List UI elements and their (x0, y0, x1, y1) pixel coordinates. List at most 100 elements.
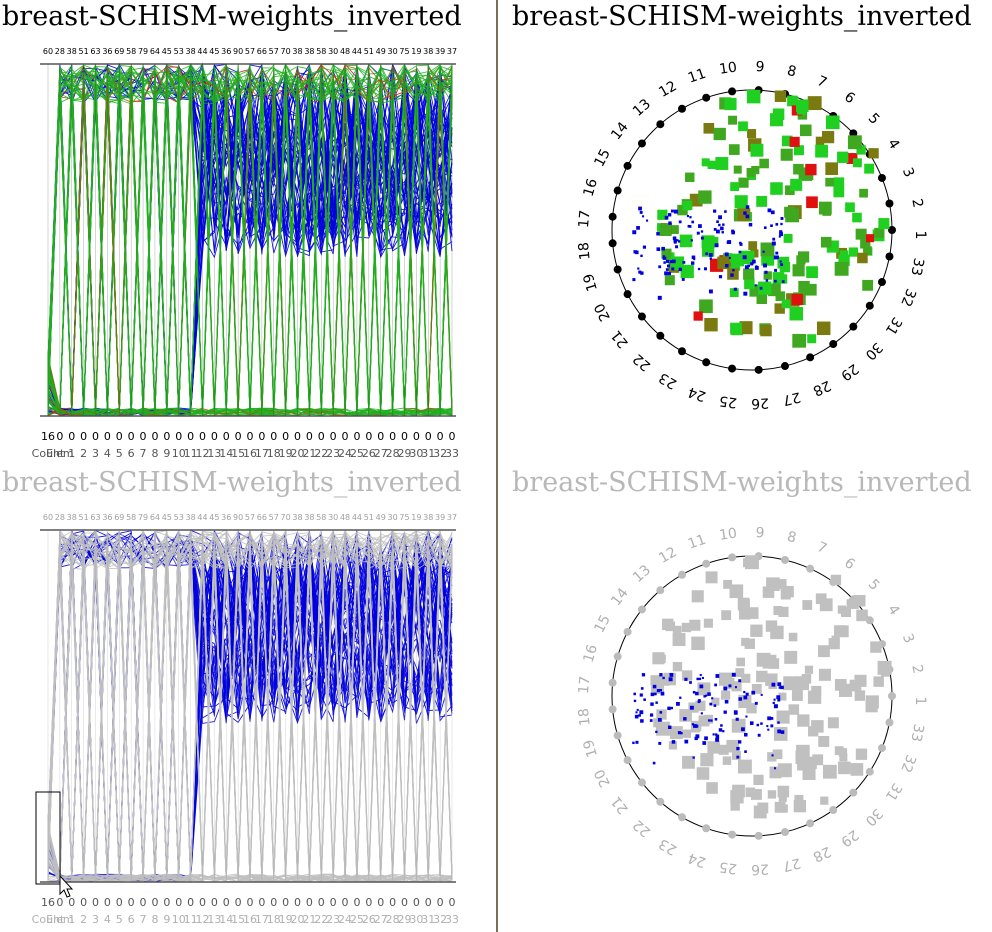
selected-point (697, 267, 701, 271)
radial-anchor-point (865, 767, 874, 776)
selected-point (708, 253, 713, 257)
data-point (733, 165, 742, 174)
selected-point (656, 689, 660, 693)
selected-point (773, 698, 776, 701)
data-point (730, 801, 740, 811)
selected-point (657, 295, 662, 300)
data-point (838, 254, 850, 267)
selected-point (744, 750, 747, 753)
radial-anchor-point (885, 718, 894, 727)
selected-point (748, 222, 753, 227)
panel-parallel-bottom[interactable]: breast-SCHISM-weights_inverted 60 16 Count… (0, 466, 496, 932)
axis-bottom-value: 0 (211, 896, 218, 909)
parallel-coordinates-chart[interactable]: 6016Count280Elem380151026303360469055806… (0, 0, 496, 466)
data-point (864, 163, 875, 174)
axis-top-value: 38 (292, 47, 302, 56)
selected-point (642, 215, 645, 218)
selected-point (665, 268, 669, 271)
data-point (657, 209, 668, 220)
axis-bottom-value: 0 (56, 896, 63, 909)
data-point (744, 638, 755, 649)
radial-anchor-point (865, 301, 874, 310)
axis-label: 26 (362, 447, 376, 460)
data-point (758, 281, 772, 295)
axis-label: 3 (92, 447, 99, 460)
radial-category-label: 18 (576, 707, 594, 726)
selected-point (713, 209, 717, 213)
selected-point (728, 256, 731, 259)
data-point (751, 683, 762, 694)
radial-category-label: 13 (630, 562, 654, 586)
axis-top-value: 51 (79, 47, 89, 56)
radial-anchor-point (728, 364, 737, 373)
data-point (795, 676, 809, 691)
axis-top-value: 75 (399, 513, 409, 522)
data-point (760, 324, 772, 337)
data-point (703, 618, 713, 628)
selected-point (734, 686, 737, 689)
axis-label: 11 (184, 913, 198, 926)
selected-point (645, 219, 649, 222)
selected-point (744, 265, 749, 270)
selected-point (656, 232, 660, 236)
axis-label: 14 (219, 447, 233, 460)
axis-top-value: 64 (150, 513, 160, 522)
axis-label: 31 (421, 447, 435, 460)
radial-category-label: 20 (591, 300, 613, 323)
data-point (738, 121, 748, 132)
selected-point (700, 230, 704, 233)
selected-point (659, 673, 663, 677)
data-point (756, 195, 768, 207)
selected-point (652, 684, 657, 689)
radial-category-label: 19 (581, 738, 601, 760)
axis-label: 4 (104, 447, 111, 460)
axis-top-value: 90 (233, 47, 243, 56)
data-point (770, 182, 783, 195)
axis-top-value: 28 (55, 47, 65, 56)
axis-label: Elem (46, 447, 74, 460)
radial-anchor-point (656, 120, 665, 129)
selected-point (763, 263, 767, 268)
axis-label: 10 (172, 447, 186, 460)
axis-top-value: 36 (221, 513, 231, 522)
data-point (804, 756, 817, 770)
axis-top-value: 48 (340, 513, 350, 522)
radial-category-label: 16 (581, 177, 601, 199)
data-point (728, 144, 740, 155)
selected-point (757, 733, 761, 737)
data-point (776, 579, 787, 590)
panel-parallel-top[interactable]: breast-SCHISM-weights_inverted 60 16 Count… (0, 0, 496, 466)
axis-bottom-value: 0 (116, 896, 123, 909)
axis-top-value: 58 (126, 513, 136, 522)
data-point (781, 135, 793, 147)
radial-anchor-point (702, 559, 711, 568)
axis-bottom-value: 0 (330, 896, 337, 909)
axis-top-value: 69 (114, 47, 124, 56)
axis-bottom-value: 0 (401, 430, 408, 443)
axis-bottom-value: 0 (223, 896, 230, 909)
selected-point (714, 683, 718, 687)
selected-point (714, 717, 718, 721)
selected-point (780, 263, 784, 267)
radial-anchor-point (829, 806, 838, 815)
selected-point (661, 246, 665, 251)
radial-category-label: 6 (841, 89, 858, 107)
axis-bottom-value: 0 (353, 896, 360, 909)
axis-label: 22 (314, 447, 328, 460)
selected-point (667, 271, 672, 276)
axis-top-value: 38 (67, 47, 77, 56)
radial-category-label: 7 (814, 539, 829, 557)
radial-category-label: 28 (810, 377, 833, 399)
radial-category-label: 3 (899, 631, 917, 645)
data-point (838, 761, 851, 775)
data-point (780, 148, 793, 161)
data-point (806, 266, 818, 279)
parallel-coordinates-chart[interactable]: 6016Count280Elem380151026303360469055806… (0, 466, 496, 932)
axis-label: 29 (397, 447, 411, 460)
data-point (729, 584, 744, 599)
axis-label: 25 (350, 447, 364, 460)
